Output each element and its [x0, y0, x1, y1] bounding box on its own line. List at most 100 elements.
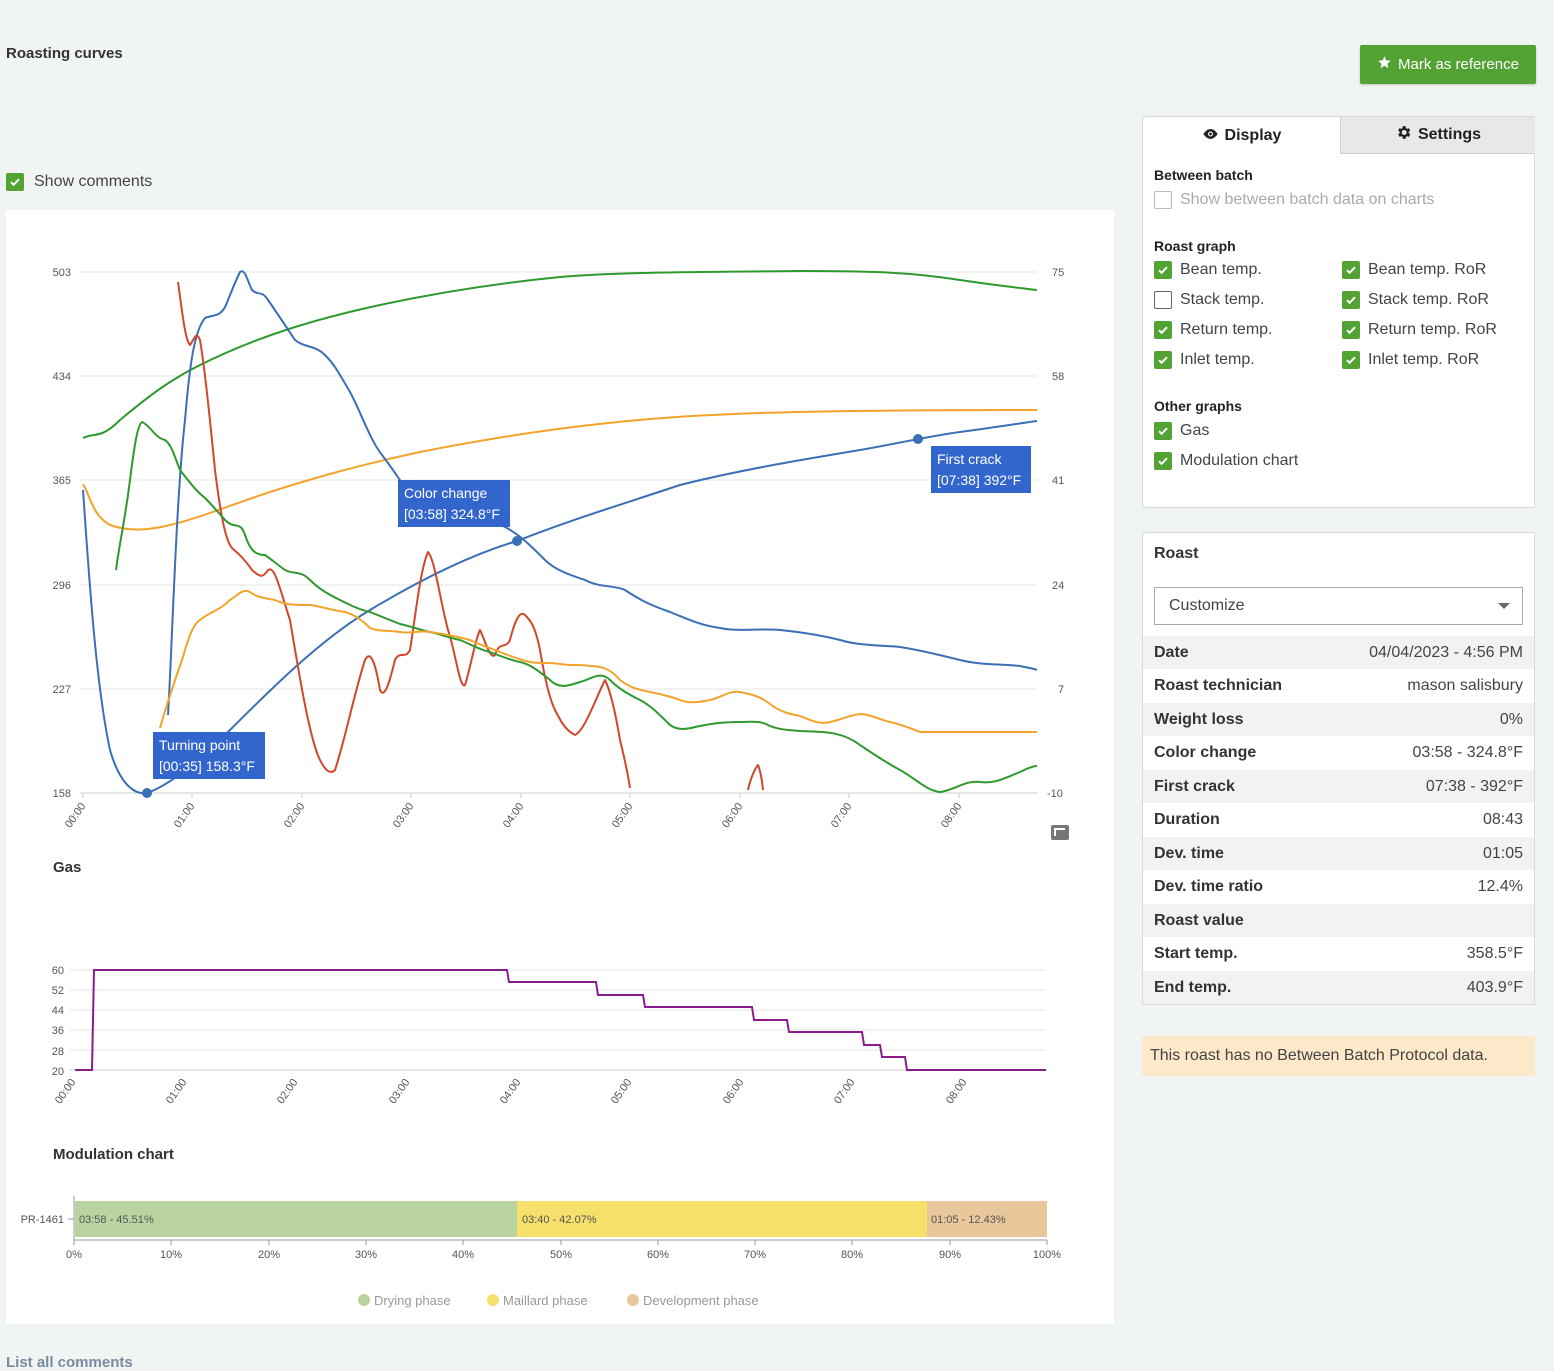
inlet-temp-ror-checkbox[interactable] [1342, 351, 1360, 369]
option-return-temp-ror[interactable]: Return temp. RoR [1342, 321, 1497, 339]
gas-y-label: 20 [52, 1066, 64, 1078]
right-axis-label: -10 [1047, 788, 1063, 800]
roast-select[interactable]: Customize [1154, 587, 1523, 625]
modulation-chart-checkbox[interactable] [1154, 452, 1172, 470]
row-value: 0% [1499, 710, 1523, 728]
gas-x-label: 02:00 [275, 1077, 301, 1106]
reset-zoom-icon[interactable] [1051, 825, 1069, 840]
roast-row: Roast technician mason salisbury [1143, 669, 1534, 702]
option-stack-temp-ror[interactable]: Stack temp. RoR [1342, 291, 1489, 309]
right-axis-label: 24 [1052, 580, 1064, 592]
tab-display[interactable]: Display [1143, 117, 1340, 154]
stack-temp-ror-checkbox[interactable] [1342, 291, 1360, 309]
left-axis-label: 365 [53, 475, 71, 487]
first-crack-annotation: First crack [07:38] 392°F [931, 446, 1031, 493]
modulation-x-label: 70% [744, 1249, 766, 1261]
option-modulation-chart[interactable]: Modulation chart [1154, 452, 1298, 470]
stack-temp-label: Stack temp. [1180, 291, 1265, 308]
option-stack-temp[interactable]: Stack temp. [1154, 291, 1264, 309]
maillard-phase-label: 03:40 - 42.07% [522, 1214, 597, 1226]
between-batch-label: Show between batch data on charts [1180, 191, 1435, 208]
roast-row: Dev. time 01:05 [1143, 837, 1534, 870]
roast-row: First crack 07:38 - 392°F [1143, 770, 1534, 803]
development-phase-segment: 01:05 - 12.43% [927, 1201, 1047, 1237]
x-tick-label: 06:00 [720, 801, 746, 830]
gas-x-label: 06:00 [721, 1077, 747, 1106]
right-axis-label: 75 [1052, 267, 1064, 279]
turning-point-marker[interactable] [142, 788, 152, 798]
row-value: 07:38 - 392°F [1425, 777, 1523, 795]
bean-temp-ror-checkbox[interactable] [1342, 261, 1360, 279]
modulation-x-label: 0% [66, 1249, 82, 1261]
gas-y-label: 44 [52, 1005, 64, 1017]
bean-temp-ror-label: Bean temp. RoR [1368, 261, 1487, 278]
left-axis-label: 434 [53, 371, 71, 383]
stack-temp-ror-label: Stack temp. RoR [1368, 291, 1489, 308]
row-value: 358.5°F [1466, 944, 1523, 962]
legend-maillard-label: Maillard phase [503, 1293, 588, 1308]
other-graphs-title: Other graphs [1154, 398, 1242, 414]
turning-point-annotation: Turning point [00:35] 158.3°F [153, 732, 265, 779]
show-comments-toggle[interactable]: Show comments [6, 173, 152, 191]
option-bean-temp[interactable]: Bean temp. [1154, 261, 1262, 279]
gas-y-label: 52 [52, 985, 64, 997]
inlet-temp-ror-label: Inlet temp. RoR [1368, 351, 1480, 368]
gas-line [75, 969, 1046, 1071]
option-return-temp[interactable]: Return temp. [1154, 321, 1272, 339]
option-inlet-temp-ror[interactable]: Inlet temp. RoR [1342, 351, 1479, 369]
between-batch-checkbox[interactable] [1154, 191, 1172, 209]
bean-temp-checkbox[interactable] [1154, 261, 1172, 279]
first-crack-title: First crack [937, 451, 1003, 467]
roast-row: Date 04/04/2023 - 4:56 PM [1143, 636, 1534, 669]
row-key: Date [1154, 643, 1189, 661]
row-key: Duration [1154, 810, 1220, 828]
legend-drying[interactable]: Drying phase [358, 1293, 451, 1308]
color-change-marker[interactable] [512, 536, 522, 546]
color-change-title: Color change [404, 485, 487, 501]
row-key: Start temp. [1154, 944, 1238, 962]
gear-icon [1395, 124, 1412, 146]
list-all-comments-link[interactable]: List all comments [6, 1354, 133, 1371]
inlet-temp-checkbox[interactable] [1154, 351, 1172, 369]
option-gas[interactable]: Gas [1154, 422, 1209, 440]
return-temp-curve [82, 409, 1038, 531]
roast-row: Dev. time ratio 12.4% [1143, 870, 1534, 903]
first-crack-marker[interactable] [913, 434, 923, 444]
gas-label: Gas [1180, 422, 1210, 439]
roast-panel-title: Roast [1154, 545, 1199, 562]
row-value: 12.4% [1477, 877, 1523, 895]
first-crack-value: [07:38] 392°F [937, 472, 1021, 488]
return-temp-checkbox[interactable] [1154, 321, 1172, 339]
legend-maillard[interactable]: Maillard phase [487, 1293, 588, 1308]
return-temp-ror-checkbox[interactable] [1342, 321, 1360, 339]
tab-settings[interactable]: Settings [1340, 117, 1535, 154]
left-axis-label: 158 [53, 788, 71, 800]
mark-as-reference-button[interactable]: Mark as reference [1360, 45, 1536, 84]
show-comments-checkbox[interactable] [6, 173, 24, 191]
inlet-temp-ror-curve [115, 421, 1038, 793]
return-temp-ror-label: Return temp. RoR [1368, 321, 1497, 338]
between-batch-alert: This roast has no Between Batch Protocol… [1142, 1036, 1535, 1076]
modulation-chart-title: Modulation chart [53, 1146, 174, 1163]
row-key: Dev. time [1154, 844, 1224, 862]
stack-temp-checkbox[interactable] [1154, 291, 1172, 309]
modulation-x-label: 100% [1033, 1249, 1061, 1261]
chevron-down-icon [1498, 603, 1510, 609]
option-bean-temp-ror[interactable]: Bean temp. RoR [1342, 261, 1486, 279]
right-axis-label: 58 [1052, 371, 1064, 383]
color-change-annotation: Color change [03:58] 324.8°F [398, 480, 510, 527]
between-batch-option[interactable]: Show between batch data on charts [1154, 191, 1434, 209]
star-icon [1377, 55, 1392, 74]
inlet-temp-curve [82, 270, 1038, 439]
gas-y-label: 60 [52, 965, 64, 977]
x-tick-label: 00:00 [63, 801, 89, 830]
modulation-x-label: 60% [647, 1249, 669, 1261]
option-inlet-temp[interactable]: Inlet temp. [1154, 351, 1255, 369]
gas-checkbox[interactable] [1154, 422, 1172, 440]
legend-development[interactable]: Development phase [627, 1293, 759, 1308]
right-axis-label: 7 [1058, 684, 1064, 696]
chart-card: 503 434 365 296 227 158 75 58 41 24 7 -1… [6, 210, 1114, 1324]
row-value: 01:05 [1482, 844, 1523, 862]
row-value: mason salisbury [1407, 676, 1523, 694]
tab-display-label: Display [1224, 126, 1282, 144]
